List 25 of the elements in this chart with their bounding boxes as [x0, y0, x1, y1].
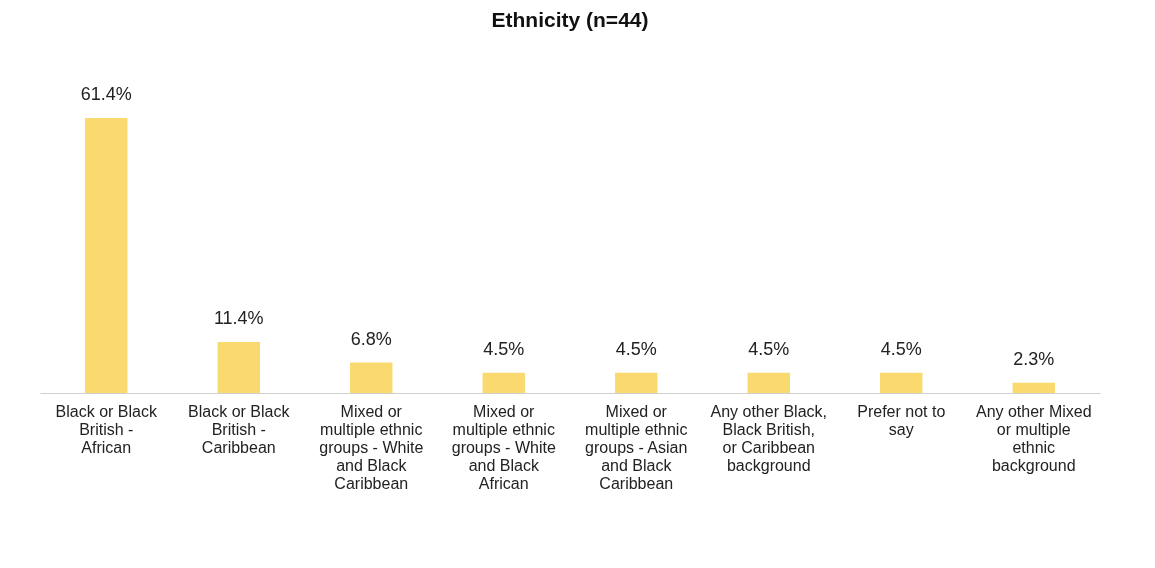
bar [747, 372, 790, 393]
x-tick-label: Any other Mixed or multiple ethnic background [975, 402, 1092, 474]
x-tick-label: Black or Black British - African [55, 402, 158, 456]
bar [880, 372, 923, 393]
bar [350, 362, 393, 393]
x-tick-label: Mixed or multiple ethnic groups - Asian and Black Caribbean [585, 402, 688, 492]
data-label: 4.5% [615, 338, 657, 359]
data-label: 61.4% [80, 84, 132, 104]
bar [615, 372, 658, 393]
bar [85, 118, 128, 393]
data-label: 11.4% [213, 307, 264, 328]
bar [482, 372, 525, 393]
data-label: 4.5% [483, 338, 525, 359]
x-tick-label: Mixed or multiple ethnic groups - White and Black African [451, 402, 556, 492]
chart-title: Ethnicity (n=44) [491, 8, 649, 31]
x-tick-label: Any other Black, Black British, or Caribbean background [710, 402, 827, 474]
x-tick-label: Prefer not to say [857, 402, 946, 438]
data-label: 4.5% [880, 338, 922, 359]
bar [1012, 382, 1055, 393]
x-tick-label: Mixed or multiple ethnic groups - White and Black Caribbean [319, 402, 424, 492]
x-tick-label: Black or Black British - Caribbean [188, 402, 291, 456]
data-label: 6.8% [350, 328, 392, 349]
bar [217, 341, 260, 393]
data-label: 4.5% [748, 338, 790, 359]
data-label: 2.3% [1013, 348, 1055, 369]
